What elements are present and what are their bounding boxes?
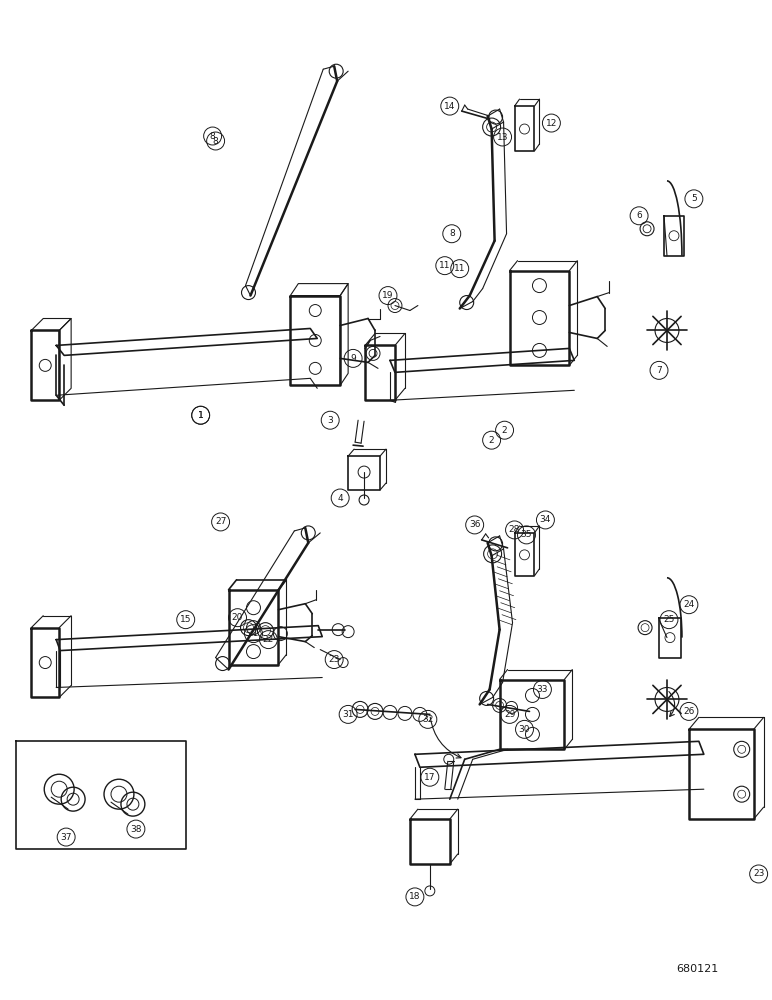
- Text: 19: 19: [382, 291, 394, 300]
- Text: 23: 23: [329, 655, 340, 664]
- Polygon shape: [348, 456, 380, 490]
- Text: 8: 8: [213, 136, 218, 145]
- Text: 13: 13: [497, 133, 508, 142]
- Text: 3: 3: [327, 416, 333, 425]
- Text: 6: 6: [636, 211, 642, 220]
- Polygon shape: [410, 819, 450, 864]
- Text: 2: 2: [502, 426, 507, 435]
- FancyArrowPatch shape: [430, 717, 461, 758]
- Polygon shape: [32, 330, 59, 400]
- Polygon shape: [32, 628, 59, 697]
- Text: 680121: 680121: [676, 964, 719, 974]
- Text: 24: 24: [683, 600, 695, 609]
- Polygon shape: [659, 618, 681, 658]
- Polygon shape: [664, 216, 684, 256]
- Text: 36: 36: [469, 520, 480, 529]
- Text: 30: 30: [519, 725, 530, 734]
- Polygon shape: [365, 345, 395, 400]
- Text: 8: 8: [210, 132, 215, 141]
- Text: 15: 15: [180, 615, 191, 624]
- Text: 26: 26: [683, 707, 695, 716]
- Polygon shape: [229, 590, 279, 665]
- Text: 8: 8: [449, 229, 455, 238]
- Text: 34: 34: [540, 515, 551, 524]
- Polygon shape: [510, 271, 569, 365]
- Text: 22: 22: [262, 635, 274, 644]
- Text: 17: 17: [424, 773, 435, 782]
- FancyArrowPatch shape: [669, 692, 675, 716]
- Text: 20: 20: [232, 613, 243, 622]
- Text: 11: 11: [439, 261, 451, 270]
- Text: 1: 1: [198, 411, 204, 420]
- Text: 9: 9: [350, 354, 356, 363]
- Text: 2: 2: [489, 436, 494, 445]
- Polygon shape: [499, 680, 564, 749]
- Text: 31: 31: [343, 710, 354, 719]
- Polygon shape: [514, 533, 534, 576]
- Text: 35: 35: [521, 530, 532, 539]
- Text: 37: 37: [60, 833, 72, 842]
- Text: 14: 14: [444, 102, 455, 111]
- Text: 21: 21: [248, 629, 259, 638]
- Text: 12: 12: [546, 119, 557, 128]
- Text: 25: 25: [663, 615, 675, 624]
- Text: 18: 18: [409, 892, 421, 901]
- Text: 28: 28: [509, 525, 520, 534]
- Text: 29: 29: [504, 710, 515, 719]
- Text: 38: 38: [130, 825, 141, 834]
- Text: 11: 11: [454, 264, 466, 273]
- Text: 23: 23: [753, 869, 764, 878]
- Text: 32: 32: [422, 715, 434, 724]
- Text: 27: 27: [215, 517, 226, 526]
- Text: 7: 7: [656, 366, 662, 375]
- Polygon shape: [514, 106, 534, 151]
- Text: 1: 1: [198, 411, 204, 420]
- Text: 4: 4: [337, 494, 343, 503]
- Polygon shape: [689, 729, 753, 819]
- Polygon shape: [290, 296, 340, 385]
- Text: 5: 5: [691, 194, 697, 203]
- Text: 33: 33: [537, 685, 548, 694]
